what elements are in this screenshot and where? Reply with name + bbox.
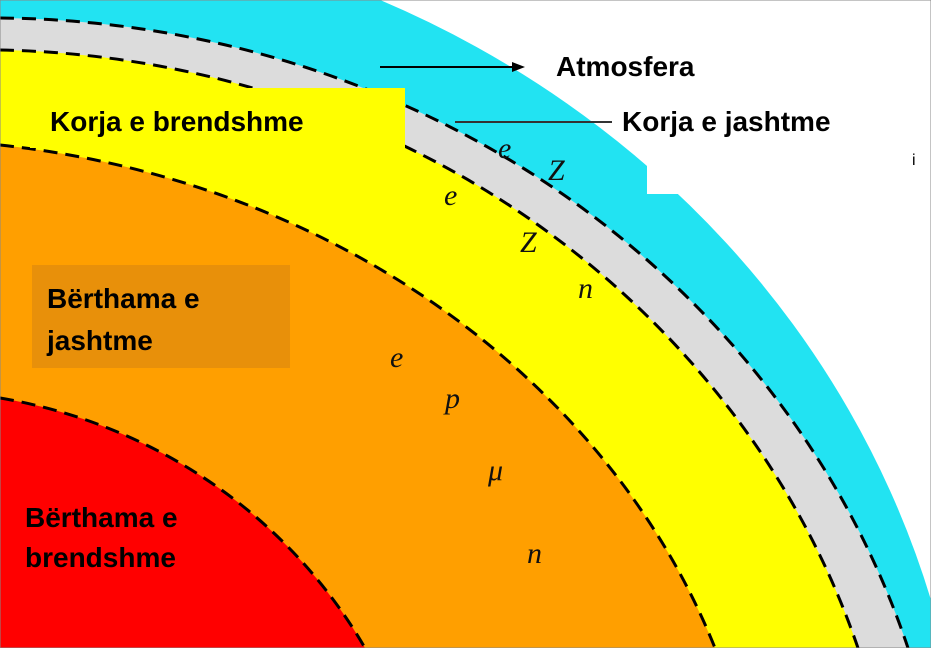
- boundary: [0, 16, 910, 648]
- particle-symbol: p: [443, 382, 460, 415]
- label: Bërthama e: [25, 502, 178, 533]
- label-box: [30, 88, 405, 148]
- inner-core-layer: [0, 398, 365, 648]
- particle-symbol: n: [527, 537, 542, 570]
- boundary: [0, 396, 367, 648]
- particle-symbol: Z: [548, 154, 565, 187]
- particle-symbol: e: [444, 179, 457, 212]
- label: brendshme: [25, 542, 176, 573]
- particle-symbol: Z: [520, 226, 537, 259]
- label: jashtme: [46, 325, 153, 356]
- particle-symbol: e: [390, 341, 403, 374]
- label-box: [32, 265, 290, 368]
- boundary: [0, 143, 717, 648]
- stray-mark: i: [912, 152, 916, 169]
- particle-symbol: μ: [487, 454, 503, 487]
- label: Atmosfera: [556, 51, 695, 82]
- arrowhead: [512, 62, 525, 72]
- particle-symbol: e: [498, 132, 511, 165]
- particle-symbol: n: [578, 272, 593, 305]
- label: Korja e jashtme: [622, 106, 831, 137]
- label: Korja e brendshme: [50, 106, 304, 137]
- label-box: [647, 0, 931, 194]
- boundary: [0, 48, 860, 648]
- label: Bërthama e: [47, 283, 200, 314]
